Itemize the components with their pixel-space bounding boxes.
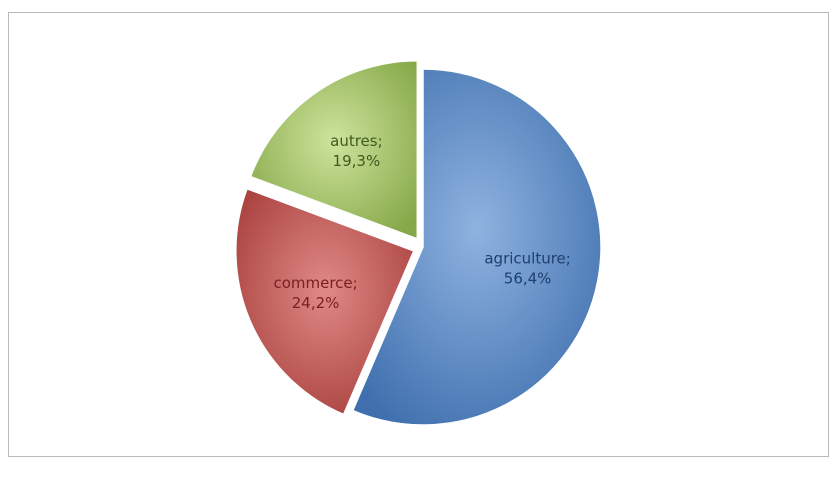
pie-label-autres: autres; 19,3%: [330, 132, 383, 170]
pie-label-commerce: commerce; 24,2%: [273, 274, 357, 312]
pie-slices: [235, 60, 602, 426]
pie-labels: agriculture; 56,4% commerce; 24,2% autres; 19…: [273, 132, 570, 312]
pie-label-agriculture: agriculture; 56,4%: [484, 250, 570, 288]
pie-slice-autres: [249, 60, 419, 240]
pie-slice-agriculture: [351, 68, 602, 426]
pie-slice-commerce: [235, 187, 415, 416]
